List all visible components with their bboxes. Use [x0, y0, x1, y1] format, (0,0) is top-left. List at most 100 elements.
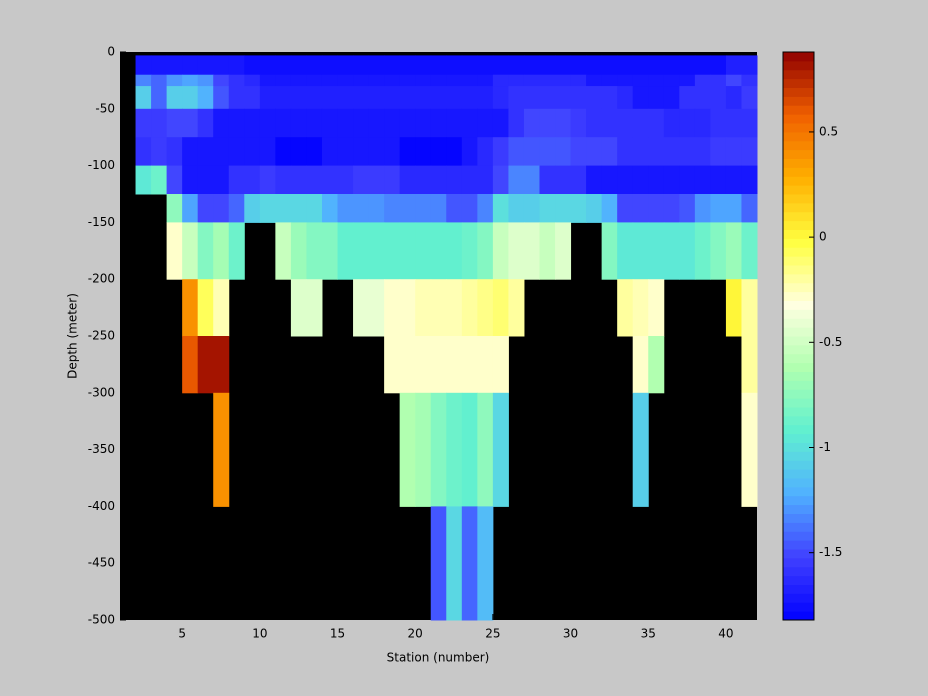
cell — [632, 108, 649, 138]
cell — [586, 137, 603, 167]
cell — [290, 279, 307, 337]
cell — [384, 86, 401, 110]
colorbar-swatch — [783, 398, 814, 408]
cell — [461, 86, 478, 110]
cell — [725, 137, 742, 167]
cell — [135, 108, 152, 138]
cell — [741, 392, 758, 507]
cell — [555, 222, 572, 280]
cell — [555, 137, 572, 167]
cell — [617, 137, 634, 167]
cell — [477, 137, 494, 167]
cell — [415, 194, 432, 223]
colorbar-swatch — [783, 318, 814, 328]
cell — [539, 86, 556, 110]
cell — [617, 194, 634, 223]
cell — [430, 108, 447, 138]
cell — [321, 137, 339, 167]
cell — [446, 74, 463, 87]
colorbar-swatch — [783, 78, 814, 88]
cell — [399, 392, 416, 507]
cell — [197, 108, 214, 138]
cell — [539, 194, 556, 223]
cell — [694, 108, 711, 138]
colorbar-swatch — [783, 131, 814, 142]
cell — [353, 279, 370, 337]
cell — [601, 74, 618, 87]
cell — [399, 279, 416, 337]
cell — [259, 108, 276, 138]
cell — [151, 86, 168, 110]
cell — [213, 86, 230, 110]
cell — [663, 55, 680, 76]
cell — [632, 336, 649, 394]
cell — [461, 336, 478, 394]
cell — [741, 165, 758, 195]
colorbar-swatch — [783, 265, 814, 275]
cell — [430, 279, 447, 337]
x-tick-label: 25 — [485, 627, 500, 641]
cell — [182, 55, 199, 76]
cell — [306, 137, 323, 167]
cell — [679, 108, 696, 138]
cell — [384, 137, 401, 167]
cell — [353, 165, 370, 195]
cell — [555, 74, 572, 87]
x-tick-label: 20 — [408, 627, 423, 641]
cell — [461, 137, 478, 167]
cell — [321, 165, 339, 195]
colorbar-swatch — [783, 460, 814, 470]
colorbar-swatch — [783, 442, 814, 452]
cell — [415, 392, 432, 507]
cell — [570, 194, 587, 223]
x-tick-label: 40 — [718, 627, 733, 641]
cell — [306, 279, 323, 337]
cell — [539, 55, 556, 76]
cell — [586, 55, 603, 76]
cell — [508, 165, 525, 195]
cell — [275, 137, 292, 167]
colorbar-swatch — [783, 611, 814, 621]
cell — [368, 55, 385, 76]
cell — [570, 86, 587, 110]
cell — [151, 165, 168, 195]
cell — [663, 194, 680, 223]
cell — [275, 108, 292, 138]
cell — [648, 222, 665, 280]
cell — [290, 74, 307, 87]
colorbar-swatch — [783, 167, 814, 177]
cell — [523, 222, 540, 280]
cell — [290, 137, 307, 167]
x-tick-label: 15 — [330, 627, 345, 641]
cell — [694, 165, 711, 195]
colorbar-tick-label: 0.5 — [819, 124, 838, 138]
cell — [166, 222, 183, 280]
cell — [710, 86, 727, 110]
colorbar-swatch — [783, 149, 814, 159]
colorbar-swatch — [783, 327, 814, 337]
cell — [725, 108, 742, 138]
cell — [384, 194, 401, 223]
cell — [539, 108, 556, 138]
colorbar-swatch — [783, 407, 814, 417]
cell — [182, 165, 199, 195]
cell — [461, 222, 478, 280]
cell — [632, 137, 649, 167]
cell — [725, 55, 742, 76]
cell — [430, 55, 447, 76]
cell — [477, 279, 494, 337]
cell — [151, 55, 168, 76]
cell — [710, 165, 727, 195]
cell — [368, 279, 385, 337]
cell — [694, 86, 711, 110]
colorbar-swatch — [783, 344, 814, 355]
cell — [430, 506, 447, 621]
cell — [353, 74, 370, 87]
cell — [337, 74, 354, 87]
cell — [166, 74, 183, 87]
cell — [694, 55, 711, 76]
cell — [399, 86, 416, 110]
colorbar-swatch — [783, 531, 814, 541]
cell — [679, 86, 696, 110]
colorbar-swatch — [783, 424, 814, 435]
